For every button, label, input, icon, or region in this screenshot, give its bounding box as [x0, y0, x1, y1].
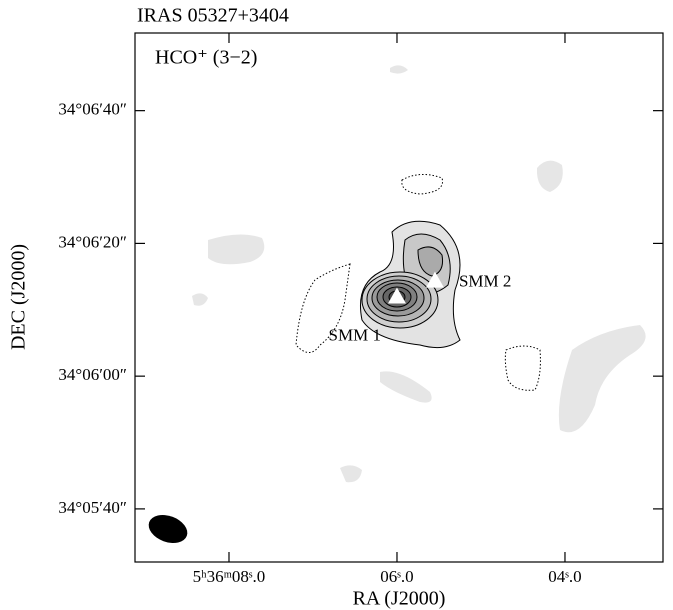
x-tick-label: 06ˢ.0 [380, 567, 413, 586]
source-label: SMM 1 [329, 325, 381, 344]
x-tick-label: 04ˢ.0 [548, 567, 581, 586]
emission-map [145, 65, 646, 548]
source-label: SMM 2 [459, 271, 511, 290]
y-tick-label: 34°06′40″ [58, 100, 127, 119]
panel-label: HCO⁺ (3−2) [155, 47, 257, 69]
y-axis-label: DEC (J2000) [8, 244, 30, 350]
chart: IRAS 05327+3404 HCO⁺ (3−2) RA (J2000) DE… [0, 0, 673, 610]
chart-title: IRAS 05327+3404 [137, 5, 289, 27]
y-tick-label: 34°06′00″ [58, 365, 127, 384]
y-tick-label: 34°05′40″ [58, 498, 127, 517]
y-tick-label: 34°06′20″ [58, 232, 127, 251]
x-tick-label: 5ʰ36ᵐ08ˢ.0 [193, 567, 266, 586]
x-axis-label: RA (J2000) [353, 588, 446, 610]
